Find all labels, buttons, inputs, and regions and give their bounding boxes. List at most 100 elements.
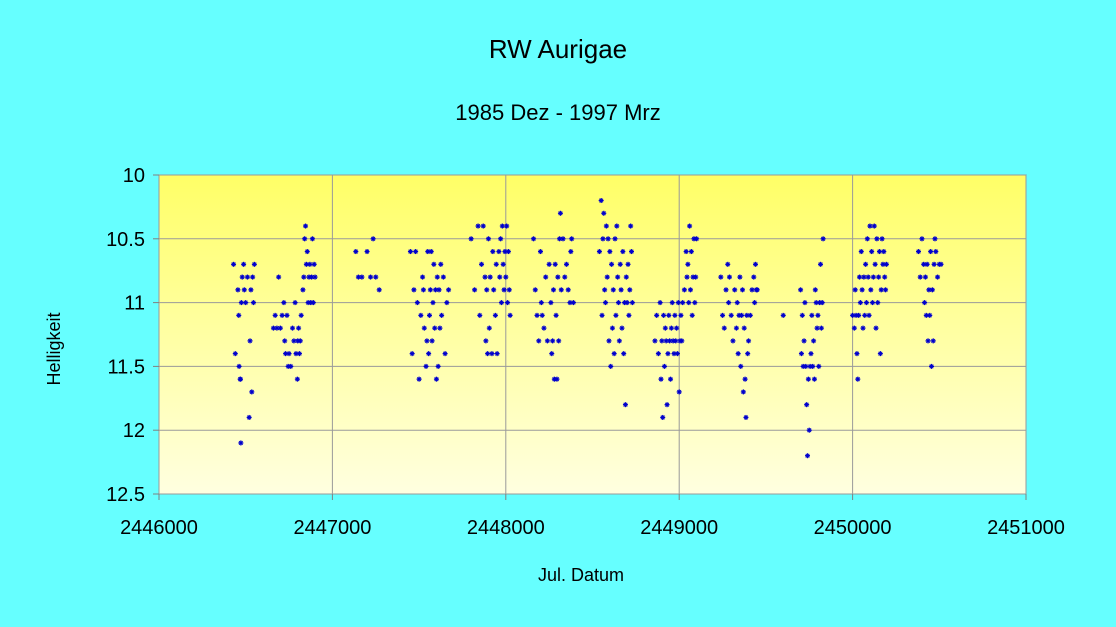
data-point [806,427,812,433]
data-point [608,363,614,369]
data-point [290,325,296,331]
data-point [560,236,566,242]
data-point [553,312,559,318]
data-point [312,274,318,280]
data-point [309,236,315,242]
data-point [618,287,624,293]
data-point [426,351,432,357]
data-point [552,261,558,267]
data-point [506,287,512,293]
data-point [876,274,882,280]
data-point [246,414,252,420]
y-axis-label: Helligkeit [44,312,64,385]
data-point [411,287,417,293]
data-point [544,338,550,344]
data-point [437,325,443,331]
data-point [857,300,863,306]
data-point [416,376,422,382]
data-point [917,274,923,280]
data-point [741,325,747,331]
data-point [851,325,857,331]
data-point [867,223,873,229]
data-point [562,274,568,280]
data-point [433,376,439,382]
data-point [567,300,573,306]
data-point [662,325,668,331]
data-point [874,236,880,242]
data-point [353,249,359,255]
data-point [298,312,304,318]
data-point [873,325,879,331]
data-point [444,300,450,306]
data-point [276,274,282,280]
data-point [303,223,309,229]
data-point [688,249,694,255]
data-point [932,236,938,242]
data-point [427,312,433,318]
data-point [250,274,256,280]
data-point [811,338,817,344]
data-point [680,300,686,306]
y-tick-label: 12.5 [106,484,145,506]
data-point [927,312,933,318]
data-point [681,287,687,293]
data-point [423,363,429,369]
data-point [603,300,609,306]
data-point [805,453,811,459]
data-point [726,300,732,306]
data-point [922,300,928,306]
data-point [505,300,511,306]
data-point [492,312,498,318]
data-point [368,274,374,280]
data-point [657,300,663,306]
data-point [811,376,817,382]
data-point [498,300,504,306]
data-point [421,325,427,331]
data-point [485,236,491,242]
data-point [661,312,667,318]
data-point [609,261,615,267]
data-point [732,287,738,293]
plot-area [158,174,1027,495]
data-point [310,300,316,306]
x-tick-label: 2446000 [120,517,198,539]
data-point [780,312,786,318]
data-point [721,325,727,331]
data-point [370,236,376,242]
data-point [596,249,602,255]
data-point [480,223,486,229]
data-point [504,223,510,229]
data-point [570,300,576,306]
data-point [664,402,670,408]
data-point [427,287,433,293]
data-point [627,287,633,293]
data-point [625,261,631,267]
data-point [661,363,667,369]
y-tick-label: 10.5 [106,229,145,251]
data-point [654,312,660,318]
data-point [870,300,876,306]
data-point [440,274,446,280]
data-point [752,300,758,306]
data-point [538,300,544,306]
data-point [550,338,556,344]
data-point [754,287,760,293]
x-axis-ticks: 2446000 2447000 2448000 2449000 2450000 24510… [120,494,1065,539]
data-point [479,261,485,267]
data-point [430,300,436,306]
data-point [235,287,241,293]
data-point [679,338,685,344]
chart-title: RW Aurigae [489,34,627,64]
data-point [292,300,298,306]
data-point [425,249,431,255]
data-point [607,249,613,255]
data-point [236,312,242,318]
data-point [621,351,627,357]
data-point [418,312,424,318]
data-point [236,363,242,369]
data-point [739,287,745,293]
data-point [598,198,604,204]
data-point [859,287,865,293]
data-point [557,210,563,216]
